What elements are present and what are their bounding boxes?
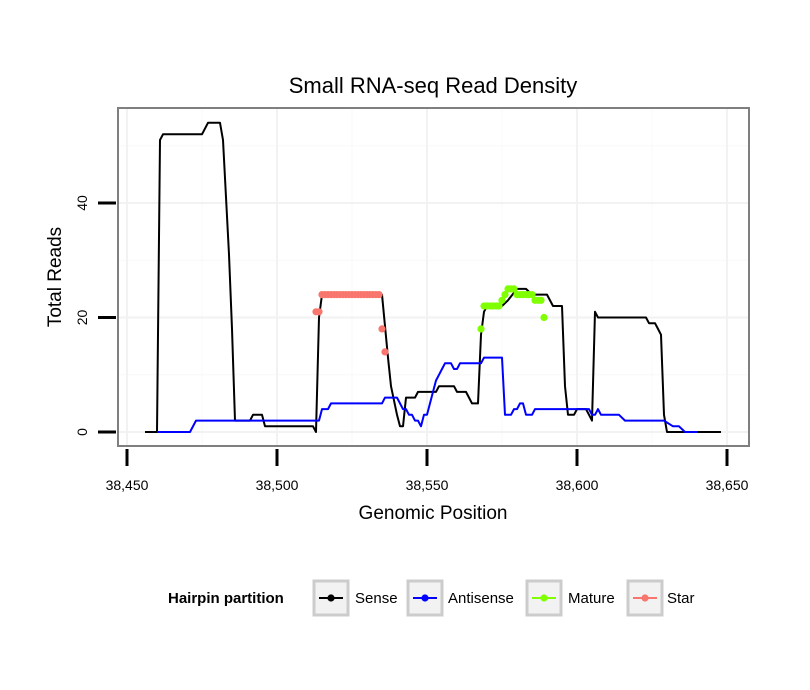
legend-label-antisense: Antisense — [448, 590, 514, 607]
y-tick-label: 0 — [74, 428, 90, 436]
y-tick-label: 40 — [74, 195, 90, 211]
legend-item-sense: Sense — [312, 579, 398, 617]
legend-point-sense — [327, 594, 335, 602]
data-point-mature — [540, 313, 548, 322]
data-point-mature — [498, 296, 506, 304]
plot-panel — [117, 107, 750, 447]
data-point-star — [375, 291, 383, 299]
legend-item-antisense: Antisense — [406, 579, 514, 617]
data-point-star — [378, 325, 386, 333]
plot-frame — [117, 107, 750, 447]
legend: Hairpin partition Sense Antisense Mature St… — [168, 579, 695, 617]
data-point-mature — [510, 285, 518, 293]
legend-item-mature: Mature — [525, 579, 615, 617]
plot-border — [117, 107, 750, 447]
chart-title: Small RNA-seq Read Density — [289, 73, 578, 98]
series-line-antisense — [157, 356, 697, 433]
legend-point-antisense — [421, 594, 429, 602]
y-axis-title: Total Reads — [45, 227, 66, 327]
legend-label-mature: Mature — [568, 590, 615, 607]
data-point-star — [315, 308, 323, 316]
x-tick-label: 38,450 — [106, 477, 149, 493]
data-point-star — [381, 348, 389, 356]
x-tick-label: 38,500 — [256, 477, 299, 493]
legend-point-star — [641, 594, 649, 602]
data-point-mature — [537, 296, 545, 304]
legend-point-mature — [540, 594, 548, 602]
data-point-mature — [501, 291, 509, 299]
data-point-mature — [495, 302, 503, 310]
x-tick-label: 38,550 — [406, 477, 449, 493]
x-axis-title: Genomic Position — [359, 503, 508, 524]
data-point-mature — [528, 291, 536, 299]
legend-label-star: Star — [667, 590, 695, 607]
data-point-mature — [477, 325, 485, 333]
legend-item-star: Star — [626, 579, 695, 617]
series-layer — [145, 121, 721, 433]
legend-label-sense: Sense — [355, 590, 398, 607]
legend-title: Hairpin partition — [168, 590, 284, 607]
y-tick-label: 20 — [74, 310, 90, 326]
x-axis: 38,450 38,500 38,550 38,600 38,650 — [106, 449, 749, 493]
x-tick-label: 38,600 — [556, 477, 599, 493]
y-axis: 0 20 40 — [74, 195, 116, 436]
x-tick-label: 38,650 — [706, 477, 749, 493]
